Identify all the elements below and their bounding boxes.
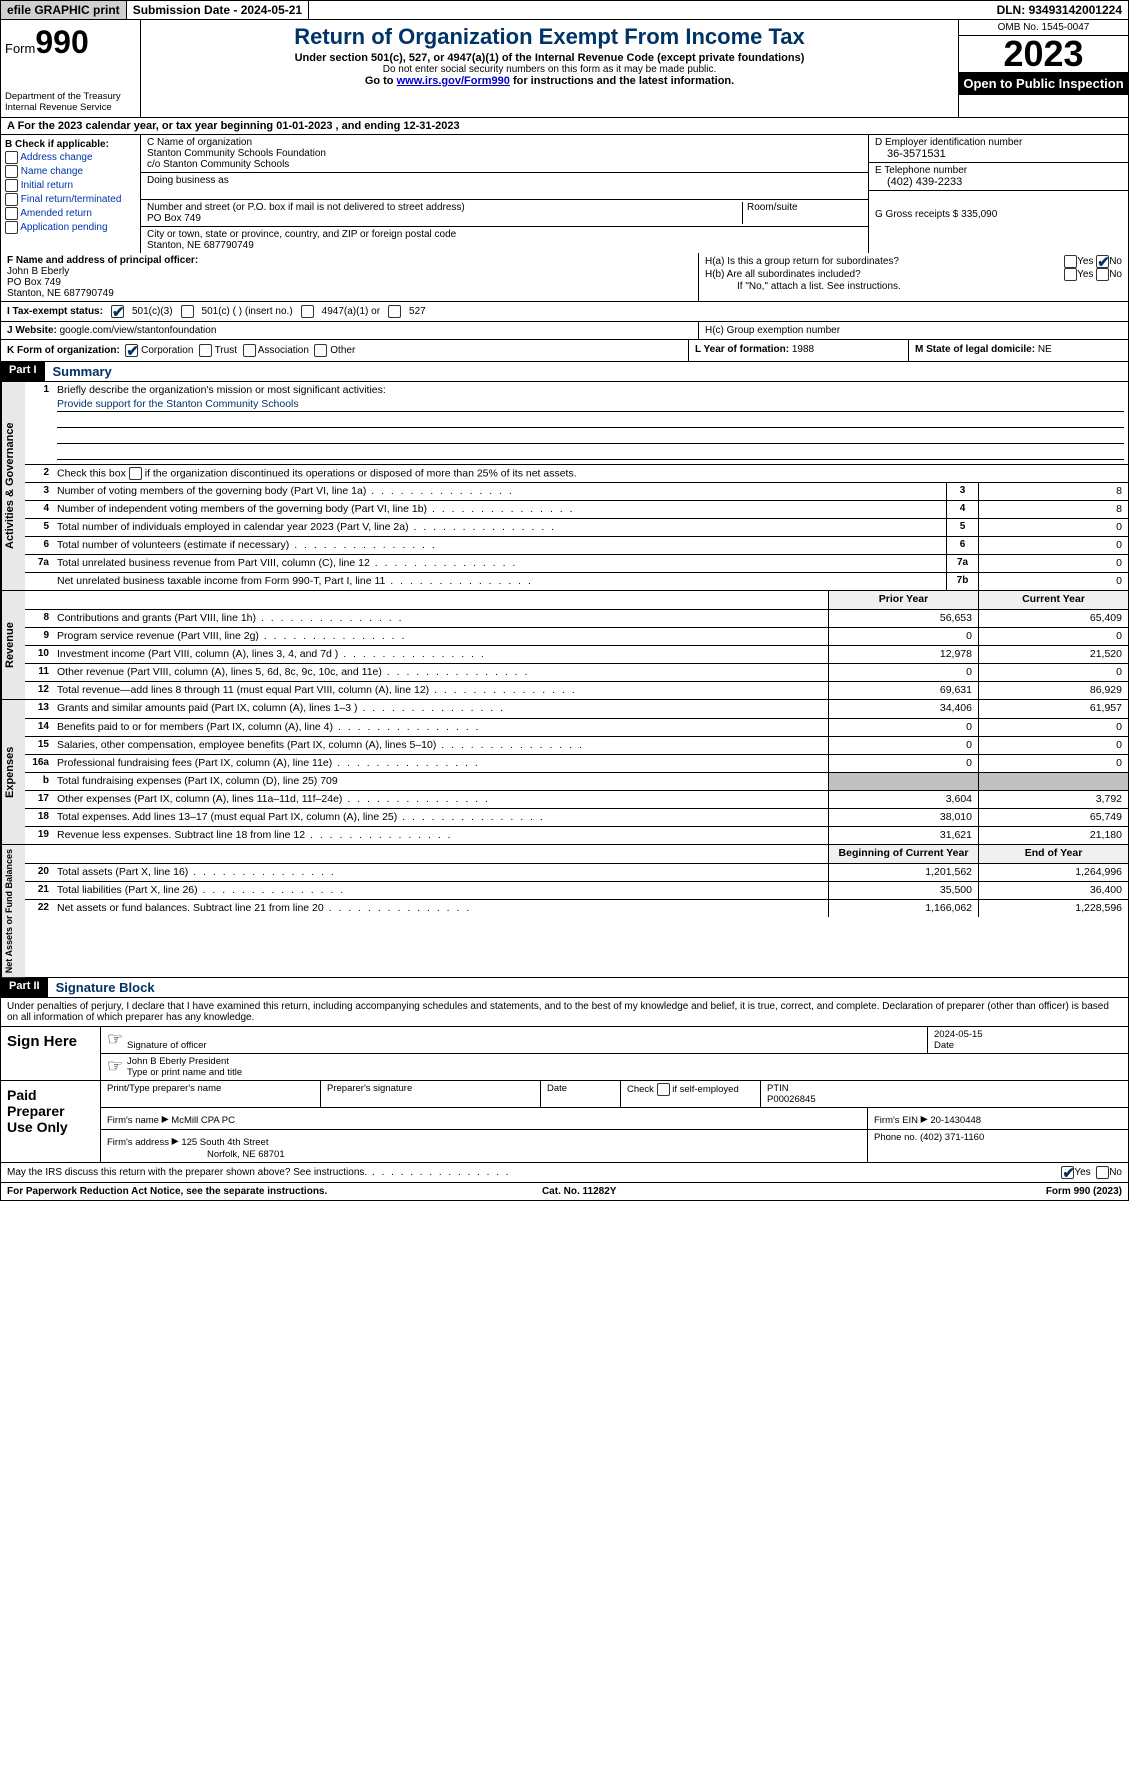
fundraising-exp: 709	[320, 775, 338, 787]
top-bar: efile GRAPHIC print Submission Date - 20…	[0, 0, 1129, 20]
org-city: Stanton, NE 687790749	[147, 240, 862, 251]
chk-other[interactable]	[314, 344, 327, 357]
subtitle-1: Under section 501(c), 527, or 4947(a)(1)…	[149, 52, 950, 64]
chk-assoc[interactable]	[243, 344, 256, 357]
org-street: PO Box 749	[147, 213, 742, 224]
firm-phone: (402) 371-1160	[920, 1132, 984, 1143]
chk-corp[interactable]	[125, 344, 138, 357]
chk-name-change[interactable]: Name change	[5, 165, 136, 178]
row-j: J Website: google.com/view/stantonfounda…	[0, 322, 1129, 340]
ha-yes[interactable]	[1064, 255, 1077, 268]
summary-governance: Activities & Governance 1 Briefly descri…	[0, 382, 1129, 591]
org-care-of: c/o Stanton Community Schools	[147, 159, 862, 170]
sign-here-block: Sign Here ☞ Signature of officer 2024-05…	[0, 1027, 1129, 1081]
telephone: (402) 439-2233	[875, 176, 1122, 188]
dln: DLN: 93493142001224	[991, 1, 1128, 19]
tab-governance: Activities & Governance	[1, 382, 25, 590]
summary-expenses: Expenses 13Grants and similar amounts pa…	[0, 700, 1129, 845]
chk-self-employed[interactable]	[657, 1083, 670, 1096]
chk-4947[interactable]	[301, 305, 314, 318]
subtitle-2: Do not enter social security numbers on …	[149, 64, 950, 75]
chk-address-change[interactable]: Address change	[5, 151, 136, 164]
instructions-link-row: Go to www.irs.gov/Form990 for instructio…	[149, 75, 950, 87]
col-c: C Name of organization Stanton Community…	[141, 135, 868, 253]
col-current: Current Year	[978, 591, 1128, 609]
chk-501c3[interactable]	[111, 305, 124, 318]
hb-no[interactable]	[1096, 268, 1109, 281]
website: google.com/view/stantonfoundation	[60, 325, 217, 336]
chk-527[interactable]	[388, 305, 401, 318]
gross-receipts: 335,090	[961, 209, 997, 220]
tab-net: Net Assets or Fund Balances	[1, 845, 25, 977]
domicile: NE	[1038, 344, 1052, 355]
col-begin: Beginning of Current Year	[828, 845, 978, 863]
tab-expenses: Expenses	[1, 700, 25, 844]
firm-addr: 125 South 4th Street	[181, 1137, 268, 1148]
ptin: P00026845	[767, 1094, 1122, 1105]
sig-intro: Under penalties of perjury, I declare th…	[0, 998, 1129, 1027]
open-inspection: Open to Public Inspection	[959, 72, 1128, 95]
org-info-block: B Check if applicable: Address change Na…	[0, 135, 1129, 253]
row-fh: F Name and address of principal officer:…	[0, 253, 1129, 302]
col-de: D Employer identification number 36-3571…	[868, 135, 1128, 253]
org-name: Stanton Community Schools Foundation	[147, 148, 862, 159]
summary-net: Net Assets or Fund Balances Beginning of…	[0, 845, 1129, 978]
chk-initial-return[interactable]: Initial return	[5, 179, 136, 192]
efile-button[interactable]: efile GRAPHIC print	[1, 1, 127, 19]
summary-revenue: Revenue Prior Year Current Year 8Contrib…	[0, 591, 1129, 700]
sig-date: 2024-05-15	[934, 1029, 1122, 1040]
footer: For Paperwork Reduction Act Notice, see …	[0, 1183, 1129, 1201]
tab-revenue: Revenue	[1, 591, 25, 699]
row-a: A For the 2023 calendar year, or tax yea…	[0, 118, 1129, 135]
chk-discontinue[interactable]	[129, 467, 142, 480]
officer-sig: John B Eberly President	[127, 1056, 1122, 1067]
chk-trust[interactable]	[199, 344, 212, 357]
firm-name: McMill CPA PC	[171, 1115, 235, 1126]
row-i: I Tax-exempt status: 501(c)(3) 501(c) ( …	[0, 302, 1129, 322]
discuss-row: May the IRS discuss this return with the…	[0, 1163, 1129, 1183]
chk-501c[interactable]	[181, 305, 194, 318]
part2-header: Part II Signature Block	[0, 978, 1129, 998]
hb-yes[interactable]	[1064, 268, 1077, 281]
col-prior: Prior Year	[828, 591, 978, 609]
discuss-no[interactable]	[1096, 1166, 1109, 1179]
year-formation: 1988	[792, 344, 814, 355]
col-h: H(a) Is this a group return for subordin…	[698, 253, 1128, 301]
ein: 36-3571531	[875, 148, 1122, 160]
chk-final-return[interactable]: Final return/terminated	[5, 193, 136, 206]
tax-year: 2023	[959, 36, 1128, 72]
chk-amended-return[interactable]: Amended return	[5, 207, 136, 220]
paid-preparer-block: Paid Preparer Use Only Print/Type prepar…	[0, 1081, 1129, 1163]
col-b: B Check if applicable: Address change Na…	[1, 135, 141, 253]
mission: Provide support for the Stanton Communit…	[57, 398, 1124, 412]
part1-header: Part I Summary	[0, 362, 1129, 382]
instructions-link[interactable]: www.irs.gov/Form990	[397, 75, 510, 87]
submission-date: Submission Date - 2024-05-21	[127, 1, 309, 19]
col-f: F Name and address of principal officer:…	[1, 253, 698, 301]
dept-label: Department of the Treasury Internal Reve…	[5, 91, 136, 113]
discuss-yes[interactable]	[1061, 1166, 1074, 1179]
form-title: Return of Organization Exempt From Incom…	[149, 24, 950, 50]
hc: H(c) Group exemption number	[698, 322, 1128, 339]
officer-name: John B Eberly	[7, 266, 692, 277]
form-header: Form990 Department of the Treasury Inter…	[0, 20, 1129, 118]
row-klm: K Form of organization: Corporation Trus…	[0, 340, 1129, 362]
form-number: Form990	[5, 24, 136, 61]
firm-ein: 20-1430448	[930, 1115, 981, 1126]
ha-no[interactable]	[1096, 255, 1109, 268]
col-end: End of Year	[978, 845, 1128, 863]
chk-app-pending[interactable]: Application pending	[5, 221, 136, 234]
